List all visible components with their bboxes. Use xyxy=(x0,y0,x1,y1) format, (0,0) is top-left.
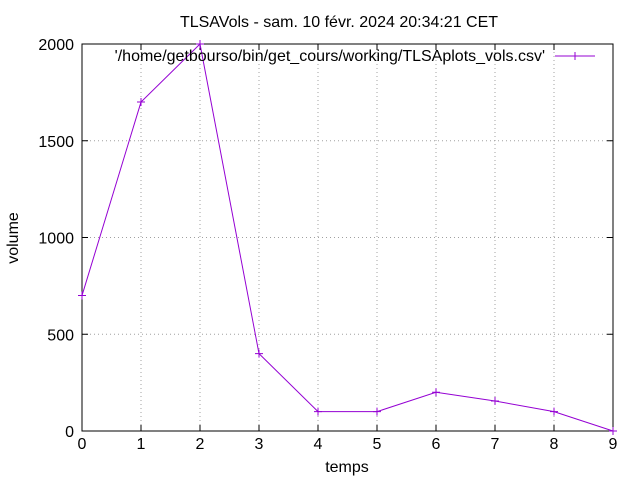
y-axis-label: volume xyxy=(5,212,22,264)
y-tick-label: 0 xyxy=(65,424,74,441)
data-point xyxy=(432,388,440,397)
x-tick-label: 6 xyxy=(432,436,441,453)
x-tick-label: 8 xyxy=(550,436,559,453)
data-point xyxy=(314,407,322,416)
chart-title: TLSAVols - sam. 10 févr. 2024 20:34:21 C… xyxy=(180,14,498,31)
legend-label: '/home/getbourso/bin/get_cours/working/T… xyxy=(115,48,545,65)
y-tick-label: 2000 xyxy=(38,37,74,54)
y-tick-label: 500 xyxy=(47,327,74,344)
data-point xyxy=(550,407,558,416)
series-line xyxy=(81,42,614,432)
data-point xyxy=(255,349,263,358)
x-tick-label: 3 xyxy=(255,436,264,453)
x-tick-label: 1 xyxy=(137,436,146,453)
data-point xyxy=(78,291,86,300)
legend-marker xyxy=(571,52,579,60)
x-tick-label: 5 xyxy=(373,436,382,453)
x-tick-label: 2 xyxy=(196,436,205,453)
legend: '/home/getbourso/bin/get_cours/working/T… xyxy=(115,48,595,65)
grid xyxy=(82,44,613,431)
x-tick-label: 4 xyxy=(314,436,323,453)
data-point xyxy=(491,397,499,406)
x-axis-label: temps xyxy=(325,459,369,476)
series-layer xyxy=(78,40,617,435)
x-tick-label: 7 xyxy=(491,436,500,453)
data-point xyxy=(137,98,145,107)
y-axis: 0 500 1000 1500 2000 xyxy=(38,37,613,441)
x-axis: 0 1 2 3 4 5 6 7 8 9 xyxy=(78,44,618,453)
y-tick-label: 1000 xyxy=(38,231,74,248)
y-tick-label: 1500 xyxy=(38,134,74,151)
data-point xyxy=(609,427,617,435)
plot-frame xyxy=(81,43,614,432)
data-point xyxy=(373,407,381,416)
x-tick-label: 9 xyxy=(609,436,618,453)
data-point xyxy=(196,40,204,48)
x-tick-label: 0 xyxy=(78,436,87,453)
